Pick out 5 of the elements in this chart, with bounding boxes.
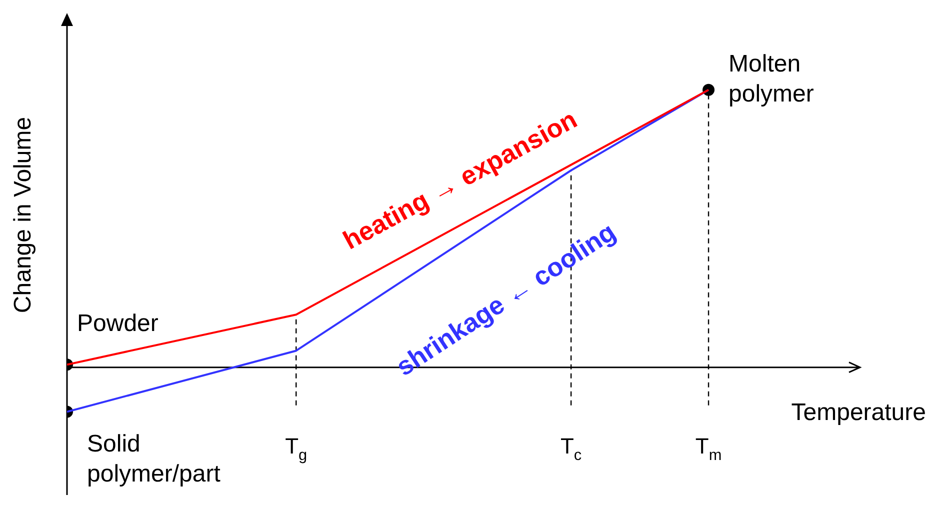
annotation: Powder xyxy=(77,310,158,338)
y-axis-title: Change in Volume xyxy=(10,116,37,314)
text: Solid polymer/part xyxy=(87,430,221,488)
x-axis-title: Temperature xyxy=(791,398,926,426)
annotation: Molten polymer xyxy=(728,50,814,108)
